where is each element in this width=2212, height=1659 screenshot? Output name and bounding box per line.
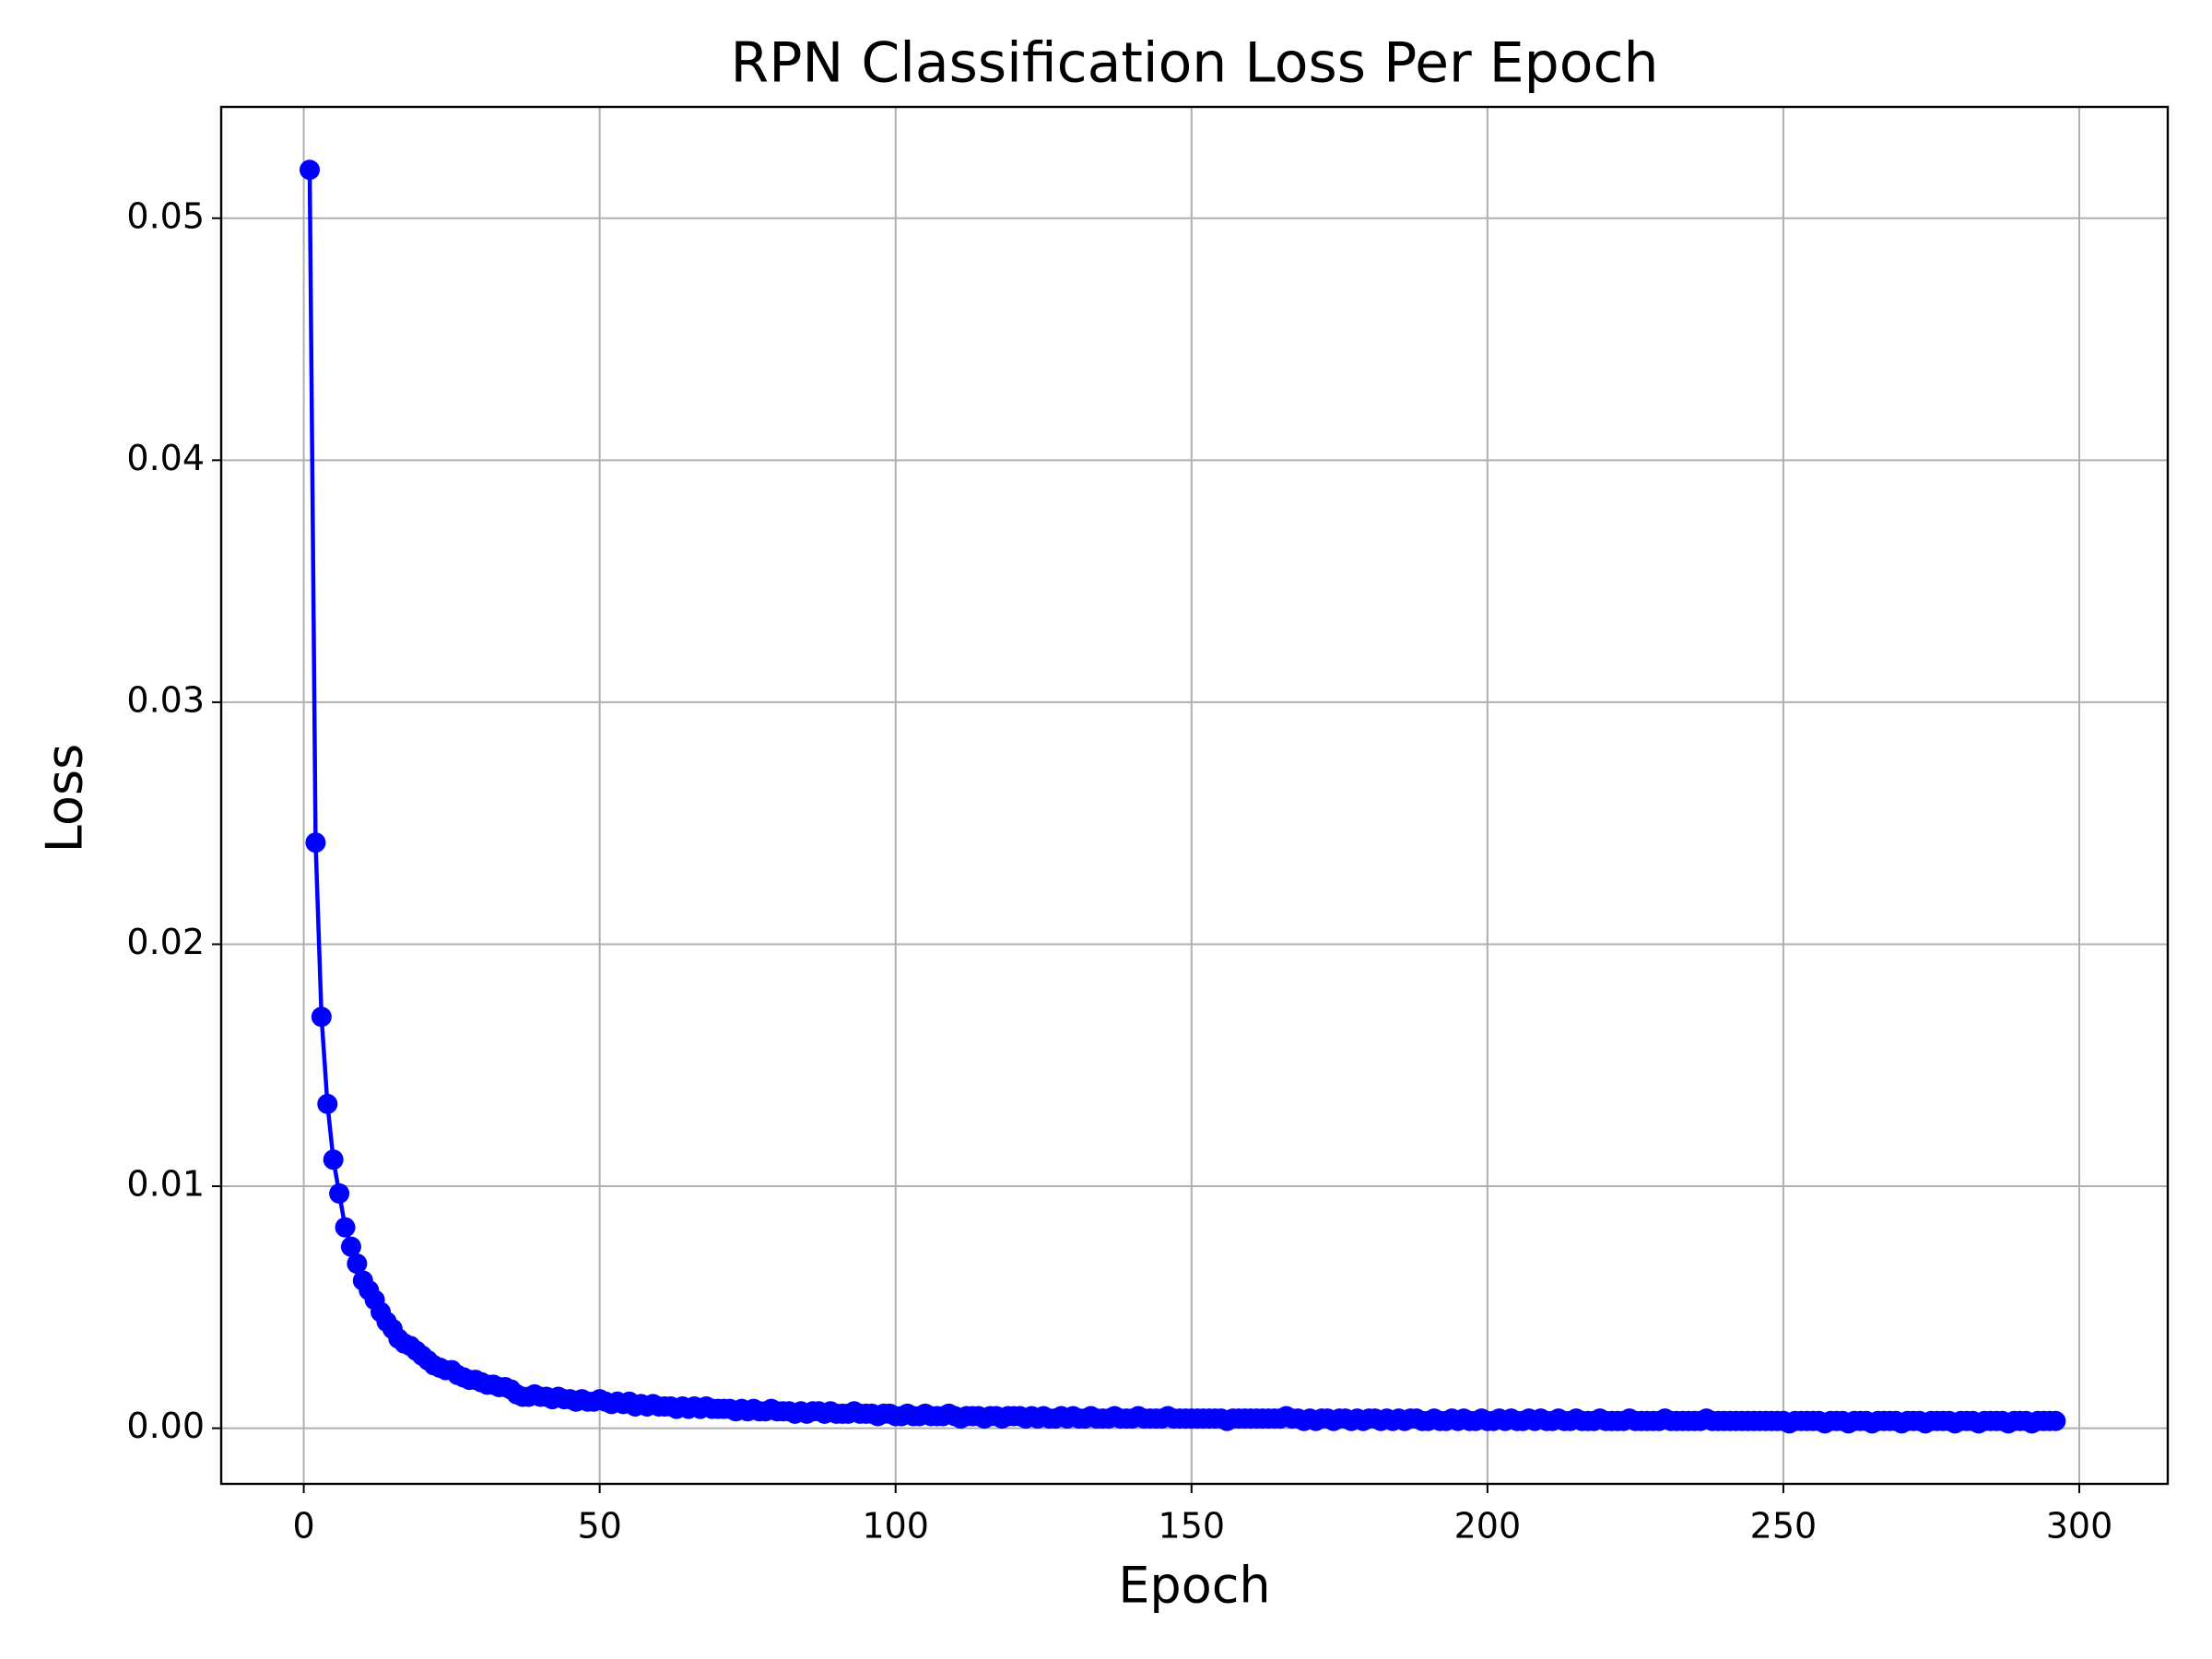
y-tick-label: 0.01 <box>126 1164 205 1205</box>
x-tick-label: 300 <box>2046 1506 2113 1547</box>
y-tick-label: 0.04 <box>126 438 205 478</box>
axes-frame <box>219 105 2170 1486</box>
marker <box>323 1149 344 1171</box>
grid <box>221 107 2168 1484</box>
marker <box>305 832 326 853</box>
x-tick-label: 50 <box>577 1506 621 1547</box>
marker <box>347 1253 368 1275</box>
x-tick-label: 200 <box>1454 1506 1522 1547</box>
y-tick-label: 0.02 <box>126 922 205 962</box>
marker <box>340 1236 361 1257</box>
chart-title: RPN Classification Loss Per Epoch <box>731 31 1659 96</box>
x-tick-label: 100 <box>862 1506 929 1547</box>
x-tick-label: 250 <box>1750 1506 1818 1547</box>
x-tick-label: 150 <box>1159 1506 1226 1547</box>
plot-area <box>300 159 2066 1434</box>
marker <box>335 1217 356 1238</box>
y-axis-label: Loss <box>36 744 94 853</box>
marker <box>329 1182 350 1204</box>
y-tick-label: 0.05 <box>126 195 205 236</box>
y-tick-label: 0.00 <box>126 1406 205 1446</box>
x-axis-label: Epoch <box>1118 1557 1270 1615</box>
marker <box>311 1006 332 1028</box>
line <box>307 170 2056 1426</box>
marker <box>300 159 320 181</box>
x-tick-label: 0 <box>292 1506 314 1547</box>
marker <box>2045 1410 2066 1431</box>
y-tick-label: 0.03 <box>126 679 205 720</box>
marker <box>317 1093 338 1114</box>
